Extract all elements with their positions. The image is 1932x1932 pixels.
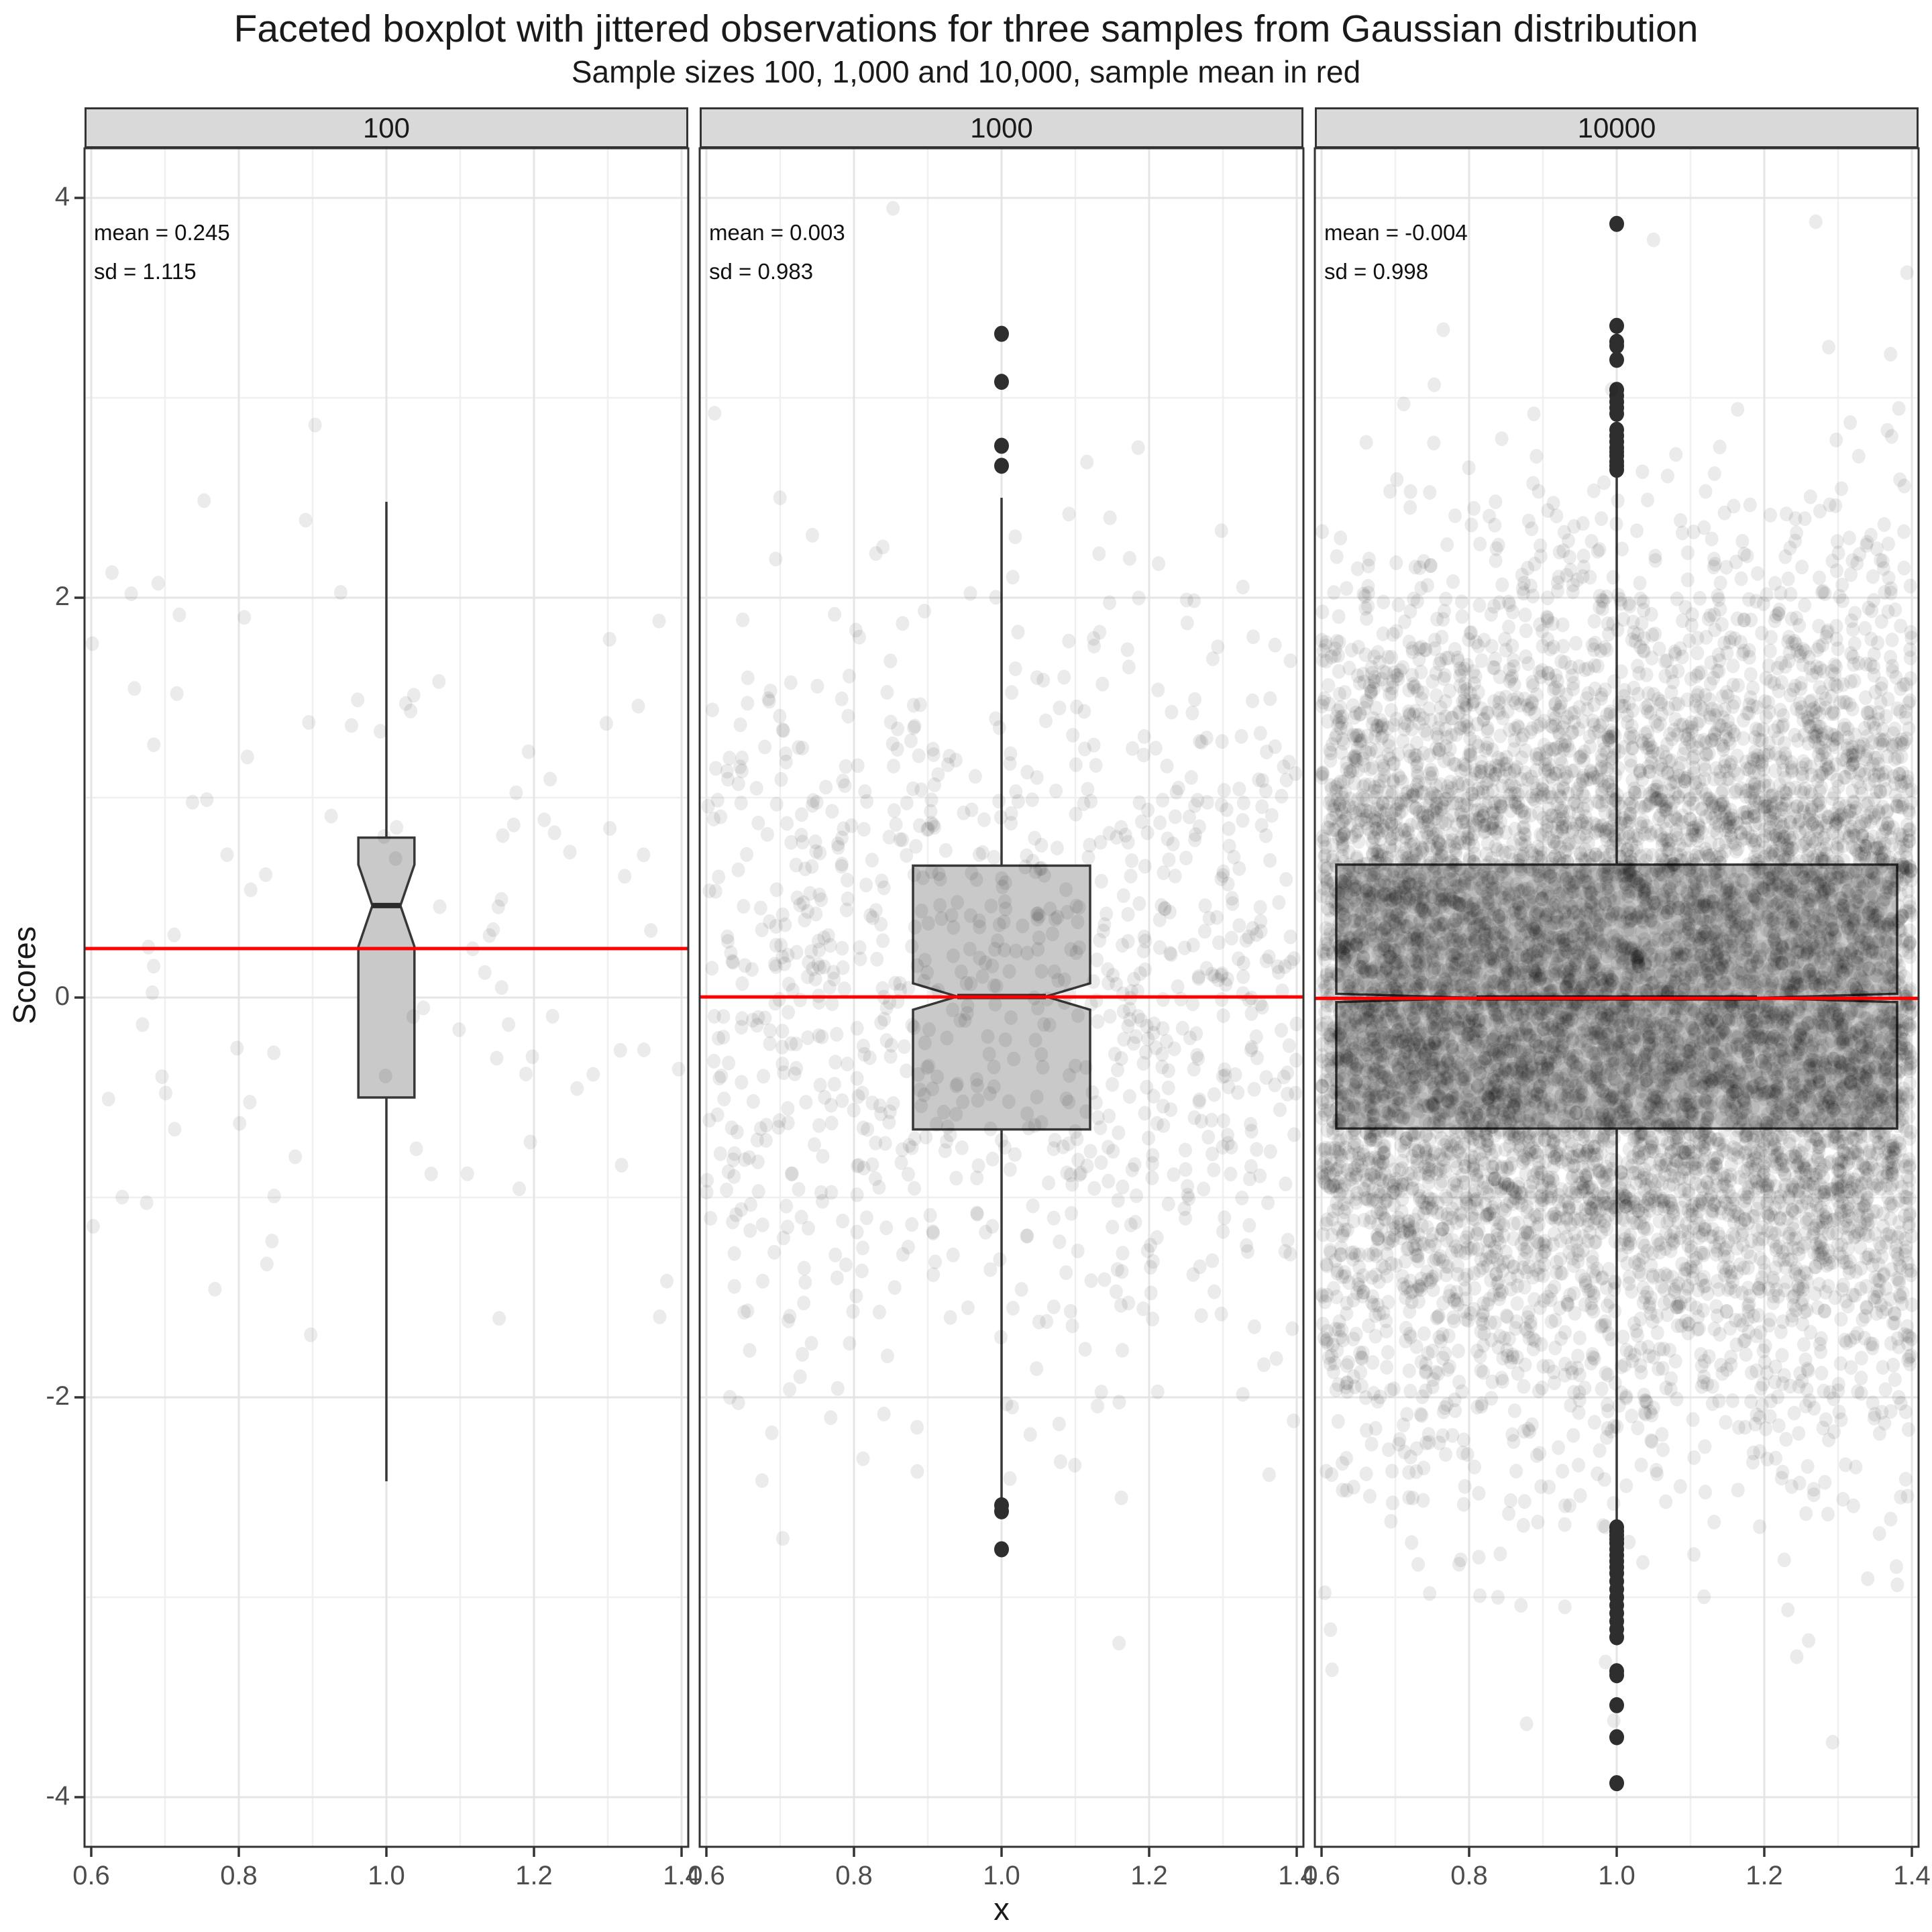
annotation-mean: mean = -0.004 [1324, 220, 1468, 245]
y-tick-label: -4 [46, 1781, 70, 1811]
outlier-point [994, 458, 1009, 474]
annotation-facet-10000: mean = -0.004 sd = 0.998 [1324, 213, 1468, 291]
annotation-sd: sd = 0.998 [1324, 259, 1429, 284]
x-tick-label: 1.4 [1893, 1861, 1931, 1890]
facet-strip-1000: 1000 [700, 107, 1303, 148]
facet-strip-10000: 10000 [1315, 107, 1919, 148]
x-tick-label: 0.6 [72, 1861, 110, 1890]
x-tick-label: 0.6 [1303, 1861, 1340, 1890]
outlier-point [1609, 333, 1624, 350]
x-tick-label: 0.6 [688, 1861, 725, 1890]
x-tick-label: 0.8 [220, 1861, 258, 1890]
outlier-point [994, 1541, 1009, 1558]
annotation-facet-100: mean = 0.245 sd = 1.115 [94, 213, 230, 291]
outlier-point [1609, 1629, 1624, 1646]
notched-box [357, 836, 416, 1099]
facet-strip-label: 1000 [970, 111, 1033, 144]
outlier-point [1609, 215, 1624, 232]
facet-panel-100 [83, 147, 690, 1857]
x-tick-label: 1.2 [1746, 1861, 1783, 1890]
outlier-point [1609, 1775, 1624, 1792]
x-tick-label: 1.0 [368, 1861, 405, 1890]
y-tick-label: 2 [54, 582, 70, 611]
x-tick-label: 1.0 [1598, 1861, 1635, 1890]
y-tick-label: 4 [54, 182, 70, 211]
jitter-points [700, 201, 1303, 1651]
annotation-facet-1000: mean = 0.003 sd = 0.983 [709, 213, 845, 291]
facet-strip-label: 100 [362, 111, 411, 144]
facet-strip-label: 10000 [1577, 111, 1656, 144]
outlier-point [994, 374, 1009, 390]
jitter-points [85, 417, 686, 1342]
y-tick-label: 0 [54, 981, 70, 1011]
outlier-point [1609, 421, 1624, 438]
plot-title: Faceted boxplot with jittered observatio… [233, 7, 1699, 50]
facet-panel-1000 [698, 147, 1305, 1857]
outlier-point [994, 437, 1009, 454]
outlier-point [1609, 1697, 1624, 1713]
x-tick-label: 1.4 [663, 1861, 700, 1890]
facet-panel-10000 [1313, 147, 1920, 1857]
x-tick-label: 1.4 [1278, 1861, 1316, 1890]
outlier-point [1609, 352, 1624, 368]
x-tick-label: 1.2 [1130, 1861, 1168, 1890]
outlier-point [994, 1503, 1009, 1519]
facet-strip-100: 100 [85, 107, 688, 148]
annotation-sd: sd = 1.115 [94, 259, 197, 284]
plot-subtitle: Sample sizes 100, 1,000 and 10,000, samp… [571, 54, 1361, 89]
x-axis-title: x [994, 1891, 1010, 1927]
outlier-point [1609, 317, 1624, 334]
annotation-sd: sd = 0.983 [709, 259, 814, 284]
outlier-point [1609, 1729, 1624, 1746]
annotation-mean: mean = 0.003 [709, 220, 845, 245]
jitter-points [1315, 214, 1919, 1750]
x-tick-label: 0.8 [1450, 1861, 1488, 1890]
annotation-mean: mean = 0.245 [94, 220, 230, 245]
outlier-point [1609, 1667, 1624, 1684]
outlier-point [1609, 382, 1624, 398]
x-tick-label: 1.0 [983, 1861, 1020, 1890]
outlier-point [994, 325, 1009, 342]
y-tick-label: -2 [46, 1381, 70, 1411]
x-tick-label: 1.2 [515, 1861, 553, 1890]
x-tick-label: 0.8 [835, 1861, 873, 1890]
